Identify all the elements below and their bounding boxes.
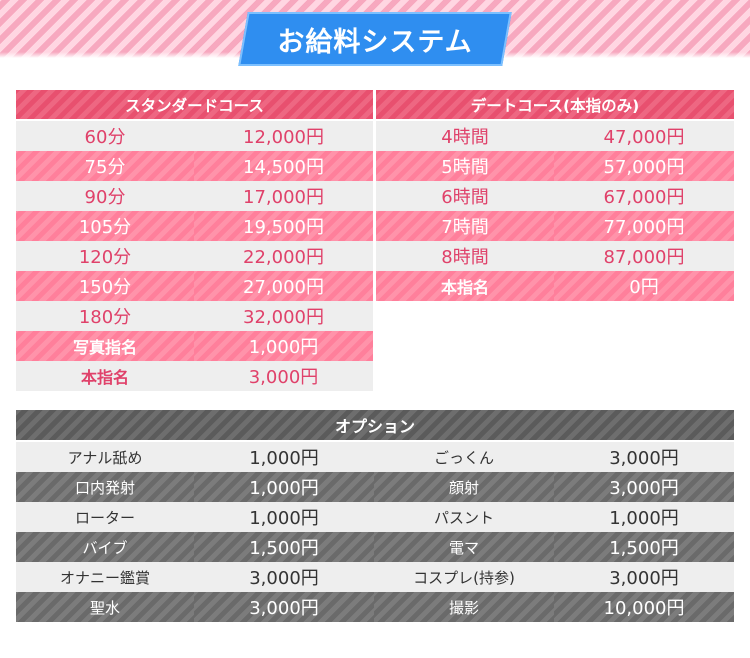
course-price: 87,000円	[554, 241, 734, 271]
nomination-price: 3,000円	[194, 361, 373, 391]
date-course-heading: デートコース(本指のみ)	[376, 90, 734, 119]
standard-course-table: スタンダードコース 60分 12,000円 75分 14,500円 90分 17…	[16, 90, 373, 391]
table-row: 本指名 3,000円	[16, 361, 373, 391]
nomination-price: 1,000円	[194, 331, 373, 361]
course-duration: 120分	[16, 241, 194, 271]
table-row: 本指名 0円	[376, 271, 734, 301]
nomination-label: 写真指名	[16, 331, 194, 361]
table-row: バイブ 1,500円 電マ 1,500円	[16, 532, 734, 562]
table-row: 写真指名 1,000円	[16, 331, 373, 361]
option-price: 3,000円	[554, 442, 734, 472]
option-price: 1,500円	[194, 532, 374, 562]
course-duration: 5時間	[376, 151, 554, 181]
option-name: 電マ	[374, 532, 554, 562]
table-row: 8時間 87,000円	[376, 241, 734, 271]
course-duration: 7時間	[376, 211, 554, 241]
table-row: 120分 22,000円	[16, 241, 373, 271]
option-price: 3,000円	[554, 472, 734, 502]
table-row: 6時間 67,000円	[376, 181, 734, 211]
option-name: ごっくん	[374, 442, 554, 472]
option-price: 1,000円	[194, 442, 374, 472]
option-name: 撮影	[374, 592, 554, 622]
option-price: 1,000円	[194, 472, 374, 502]
course-duration: 4時間	[376, 121, 554, 151]
nomination-label: 本指名	[376, 271, 554, 301]
course-price: 27,000円	[194, 271, 373, 301]
course-price: 22,000円	[194, 241, 373, 271]
option-name: バイブ	[16, 532, 194, 562]
standard-course-heading: スタンダードコース	[16, 90, 373, 119]
course-duration: 75分	[16, 151, 194, 181]
course-duration: 60分	[16, 121, 194, 151]
course-duration: 150分	[16, 271, 194, 301]
table-row: 105分 19,500円	[16, 211, 373, 241]
table-row: 7時間 77,000円	[376, 211, 734, 241]
table-row: 5時間 57,000円	[376, 151, 734, 181]
page-title: お給料システム	[277, 26, 473, 58]
course-duration: 90分	[16, 181, 194, 211]
option-price: 3,000円	[554, 562, 734, 592]
option-name: コスプレ(持参)	[374, 562, 554, 592]
table-row: 90分 17,000円	[16, 181, 373, 211]
table-row: 60分 12,000円	[16, 121, 373, 151]
course-price: 77,000円	[554, 211, 734, 241]
option-name: 顔射	[374, 472, 554, 502]
course-price: 57,000円	[554, 151, 734, 181]
option-name: アナル舐め	[16, 442, 194, 472]
table-row: 口内発射 1,000円 顔射 3,000円	[16, 472, 734, 502]
table-row: 4時間 47,000円	[376, 121, 734, 151]
option-price: 1,000円	[194, 502, 374, 532]
course-price: 14,500円	[194, 151, 373, 181]
course-duration: 180分	[16, 301, 194, 331]
course-price: 19,500円	[194, 211, 373, 241]
table-row: 75分 14,500円	[16, 151, 373, 181]
option-price: 10,000円	[554, 592, 734, 622]
option-name: 聖水	[16, 592, 194, 622]
course-price: 17,000円	[194, 181, 373, 211]
option-name: 口内発射	[16, 472, 194, 502]
table-row: ローター 1,000円 パスント 1,000円	[16, 502, 734, 532]
option-price: 1,500円	[554, 532, 734, 562]
course-duration: 6時間	[376, 181, 554, 211]
option-name: オナニー鑑賞	[16, 562, 194, 592]
options-table: オプション アナル舐め 1,000円 ごっくん 3,000円 口内発射 1,00…	[16, 410, 734, 622]
nomination-price: 0円	[554, 271, 734, 301]
table-row: 聖水 3,000円 撮影 10,000円	[16, 592, 734, 622]
course-duration: 105分	[16, 211, 194, 241]
course-price: 47,000円	[554, 121, 734, 151]
course-duration: 8時間	[376, 241, 554, 271]
table-row: 180分 32,000円	[16, 301, 373, 331]
table-row: オナニー鑑賞 3,000円 コスプレ(持参) 3,000円	[16, 562, 734, 592]
option-price: 3,000円	[194, 592, 374, 622]
option-price: 3,000円	[194, 562, 374, 592]
date-course-table: デートコース(本指のみ) 4時間 47,000円 5時間 57,000円 6時間…	[376, 90, 734, 301]
course-price: 67,000円	[554, 181, 734, 211]
course-price: 12,000円	[194, 121, 373, 151]
option-name: ローター	[16, 502, 194, 532]
table-row: アナル舐め 1,000円 ごっくん 3,000円	[16, 442, 734, 472]
course-price: 32,000円	[194, 301, 373, 331]
option-name: パスント	[374, 502, 554, 532]
options-heading: オプション	[16, 410, 734, 440]
table-row: 150分 27,000円	[16, 271, 373, 301]
nomination-label: 本指名	[16, 361, 194, 391]
option-price: 1,000円	[554, 502, 734, 532]
